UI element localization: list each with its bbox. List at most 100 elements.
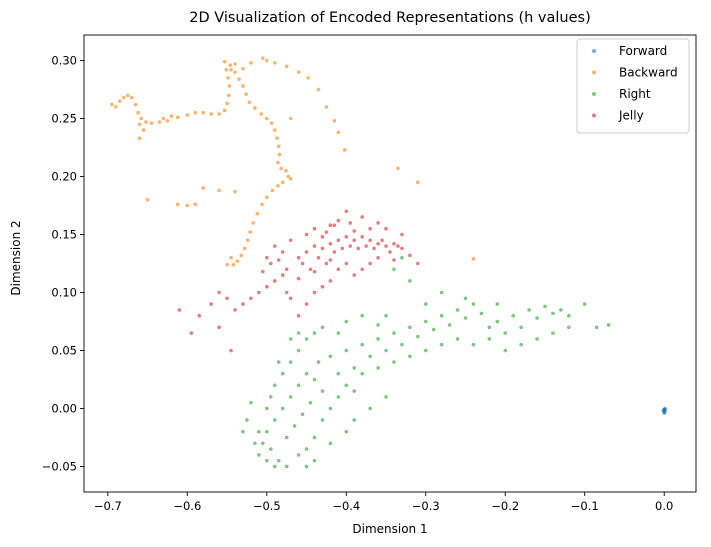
data-point [344, 429, 349, 434]
data-point [304, 337, 309, 341]
data-point [255, 211, 260, 216]
data-point [227, 84, 232, 88]
data-point [400, 232, 404, 237]
data-point [336, 130, 341, 135]
data-point [408, 253, 412, 258]
data-point [265, 429, 269, 434]
data-point [272, 128, 277, 132]
data-point [229, 255, 233, 260]
y-tick-label: 0.00 [51, 401, 77, 415]
data-point [400, 255, 404, 260]
data-point [228, 63, 233, 67]
data-point [265, 116, 269, 121]
y-tick-label: 0.30 [51, 54, 77, 68]
x-tick-label: −0.1 [571, 499, 599, 513]
data-point [312, 244, 317, 248]
data-point [423, 348, 428, 353]
data-point [344, 209, 349, 214]
data-point [400, 246, 404, 251]
data-point [257, 453, 261, 457]
data-point [416, 334, 420, 339]
data-point [344, 348, 349, 353]
data-point [336, 395, 341, 399]
data-point [145, 197, 150, 202]
data-point [244, 92, 248, 96]
data-point [312, 435, 317, 440]
data-point [392, 331, 396, 335]
data-point [316, 360, 321, 364]
data-point [348, 244, 353, 248]
data-point [280, 371, 285, 376]
y-tick-label: 0.25 [51, 112, 77, 126]
data-point [304, 250, 309, 254]
data-point [439, 313, 444, 318]
data-point [320, 246, 325, 251]
data-point [268, 447, 273, 451]
data-point [217, 290, 221, 295]
data-point [376, 221, 380, 225]
data-point [265, 195, 269, 200]
data-point [360, 371, 364, 376]
data-point [471, 257, 476, 261]
data-point [249, 296, 253, 301]
data-point [233, 189, 237, 194]
data-point [272, 418, 277, 422]
x-tick-label: −0.5 [253, 499, 281, 513]
y-tick-label: 0.20 [51, 170, 77, 184]
data-point [408, 325, 412, 330]
data-point [356, 246, 361, 251]
data-point [193, 110, 198, 115]
chart-title: 2D Visualization of Encoded Representati… [189, 10, 590, 26]
data-point [137, 136, 142, 141]
data-point [606, 323, 611, 327]
data-point [471, 302, 476, 306]
data-point [245, 238, 250, 243]
data-point [372, 246, 376, 251]
data-point [265, 284, 269, 289]
data-point [306, 76, 310, 80]
data-point [157, 120, 162, 124]
series-backward [110, 56, 476, 267]
series-right [241, 255, 611, 469]
data-point [396, 166, 400, 171]
data-point [286, 174, 291, 179]
data-point [376, 241, 380, 246]
data-point [304, 447, 309, 451]
data-point [257, 290, 261, 295]
data-point [226, 76, 230, 80]
data-point [248, 230, 252, 234]
ticks: −0.7 −0.6 −0.5 −0.4 −0.3 −0.2 −0.1 0.0 −0.05 0.00… [42, 54, 674, 513]
data-point [296, 255, 301, 260]
data-point [222, 108, 227, 113]
data-point [582, 302, 587, 306]
legend: Forward Backward Right Jelly [576, 38, 690, 134]
data-point [360, 235, 364, 239]
data-point [136, 110, 140, 115]
data-point [229, 348, 233, 353]
data-point [288, 360, 293, 364]
data-point [251, 221, 256, 225]
data-point [352, 418, 357, 422]
legend-marker [592, 49, 596, 53]
data-point [117, 99, 122, 103]
legend-box [576, 38, 690, 134]
data-point [336, 371, 341, 376]
data-point [360, 215, 364, 219]
data-point [376, 323, 380, 327]
data-point [139, 116, 144, 121]
data-point [169, 114, 174, 118]
data-point [336, 238, 341, 243]
data-point [265, 255, 269, 260]
data-point [511, 313, 515, 318]
data-point [257, 429, 261, 434]
data-point [277, 152, 282, 157]
data-point [336, 218, 341, 223]
data-point [217, 325, 221, 330]
data-point [241, 302, 245, 306]
x-tick-label: −0.6 [173, 499, 201, 513]
data-point [288, 238, 293, 243]
data-point [376, 366, 380, 370]
data-point [487, 325, 492, 330]
data-point [320, 325, 325, 330]
data-point [344, 261, 349, 266]
